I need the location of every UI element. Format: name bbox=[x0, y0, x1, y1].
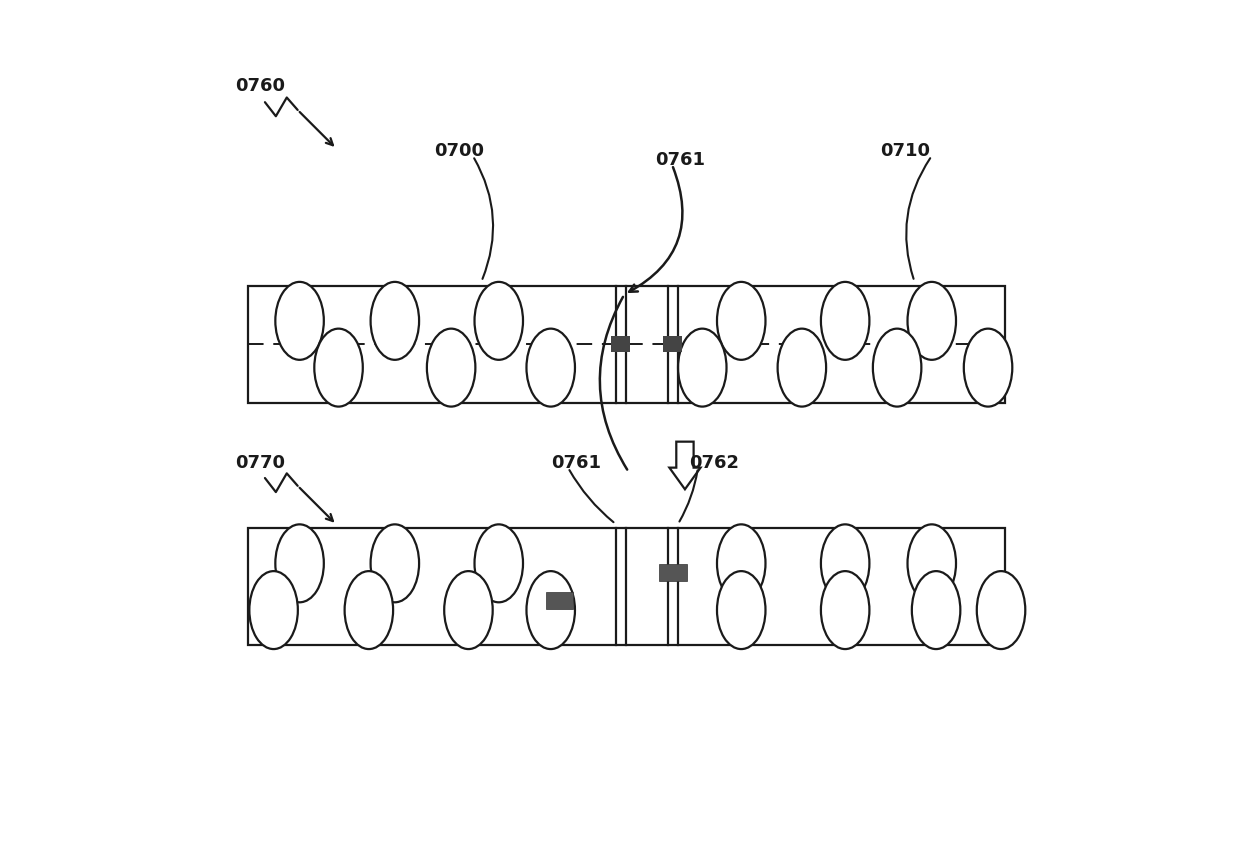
Ellipse shape bbox=[717, 281, 765, 360]
Ellipse shape bbox=[911, 572, 960, 650]
Ellipse shape bbox=[873, 328, 921, 407]
Ellipse shape bbox=[908, 281, 956, 360]
Bar bbox=[663, 337, 682, 352]
Ellipse shape bbox=[777, 328, 826, 407]
Ellipse shape bbox=[527, 328, 575, 407]
Ellipse shape bbox=[275, 524, 324, 603]
Ellipse shape bbox=[717, 572, 765, 650]
Ellipse shape bbox=[977, 572, 1025, 650]
Ellipse shape bbox=[275, 281, 324, 360]
Bar bbox=[248, 286, 1006, 403]
Ellipse shape bbox=[314, 328, 363, 407]
Ellipse shape bbox=[444, 572, 492, 650]
Bar bbox=[658, 564, 687, 581]
Text: 0770: 0770 bbox=[234, 454, 285, 472]
Ellipse shape bbox=[475, 281, 523, 360]
Ellipse shape bbox=[371, 281, 419, 360]
Ellipse shape bbox=[963, 328, 1012, 407]
Ellipse shape bbox=[527, 572, 575, 650]
Ellipse shape bbox=[345, 572, 393, 650]
FancyArrow shape bbox=[670, 442, 701, 489]
Bar bbox=[611, 337, 630, 352]
Text: 0762: 0762 bbox=[689, 454, 739, 472]
Ellipse shape bbox=[821, 572, 869, 650]
Ellipse shape bbox=[821, 281, 869, 360]
Bar bbox=[248, 528, 1006, 645]
Ellipse shape bbox=[908, 524, 956, 603]
Text: 0760: 0760 bbox=[234, 77, 285, 95]
Text: 0761: 0761 bbox=[551, 454, 600, 472]
Ellipse shape bbox=[821, 524, 869, 603]
Ellipse shape bbox=[678, 328, 727, 407]
Text: 0761: 0761 bbox=[655, 151, 704, 169]
Text: 0700: 0700 bbox=[434, 142, 484, 160]
Text: 0710: 0710 bbox=[880, 142, 930, 160]
Ellipse shape bbox=[427, 328, 475, 407]
Ellipse shape bbox=[249, 572, 298, 650]
Ellipse shape bbox=[475, 524, 523, 603]
Ellipse shape bbox=[371, 524, 419, 603]
Ellipse shape bbox=[717, 524, 765, 603]
Bar bbox=[546, 592, 573, 610]
